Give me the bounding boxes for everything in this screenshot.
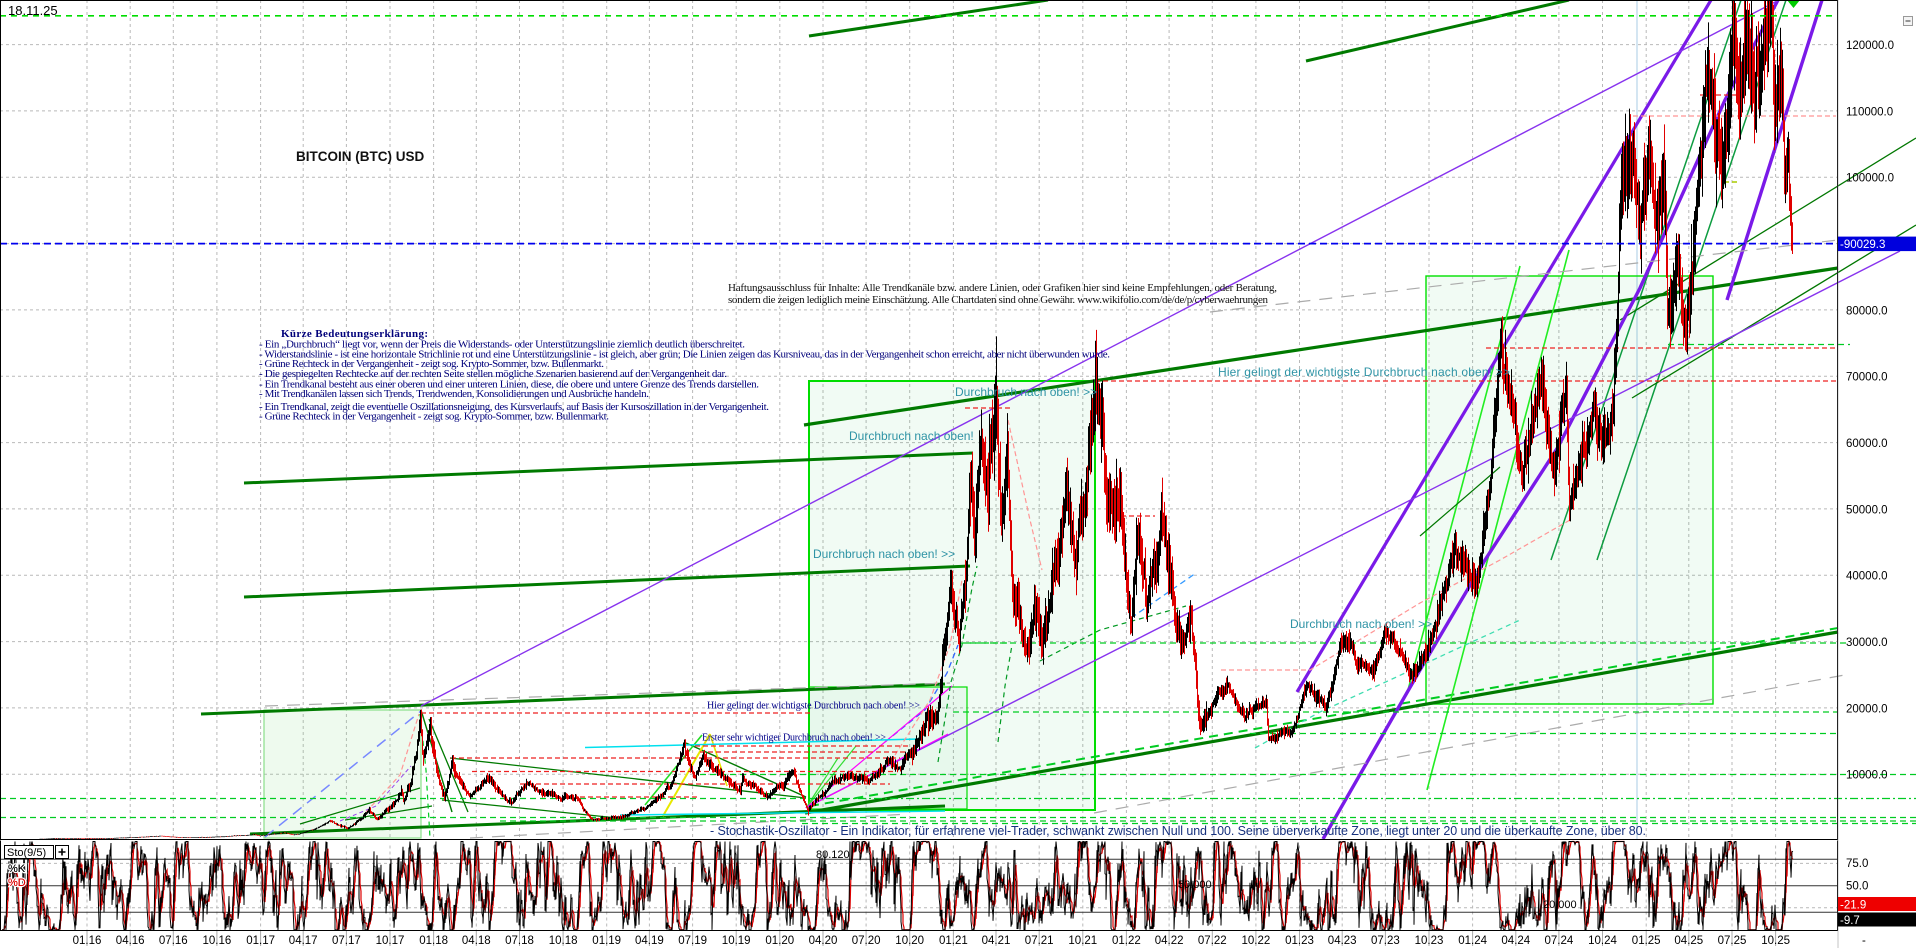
svg-text:- Ein Trendkanal besteht aus e: - Ein Trendkanal besteht aus einer obere…	[259, 378, 759, 390]
svg-text:10000.0: 10000.0	[1846, 770, 1888, 782]
svg-text:- Ein „Durchbruch“ liegt vor,: - Ein „Durchbruch“ liegt vor, wenn der P…	[259, 339, 745, 351]
svg-text:10.19: 10.19	[722, 935, 751, 947]
svg-text:07.22: 07.22	[1198, 935, 1227, 947]
svg-text:%D: %D	[8, 877, 26, 889]
svg-text:18.11.25: 18.11.25	[8, 3, 58, 18]
svg-text:07.20: 07.20	[852, 935, 881, 947]
svg-text:04.22: 04.22	[1155, 935, 1184, 947]
svg-text:75.0: 75.0	[1846, 858, 1868, 870]
svg-text:04.20: 04.20	[809, 935, 838, 947]
svg-text:20000.0: 20000.0	[1846, 703, 1888, 715]
svg-text:07.23: 07.23	[1371, 935, 1400, 947]
svg-text:01.19: 01.19	[592, 935, 621, 947]
svg-text:Hier gelingt der wichtigste Du: Hier gelingt der wichtigste Durchbruch n…	[707, 701, 920, 712]
svg-text:04.21: 04.21	[982, 935, 1011, 947]
svg-text:01.18: 01.18	[419, 935, 448, 947]
svg-text:-90029.3: -90029.3	[1840, 239, 1885, 251]
svg-text:10.16: 10.16	[203, 935, 232, 947]
svg-text:Sto(9/5): Sto(9/5)	[7, 847, 46, 859]
svg-text:- Grüne Rechteck in der Vergan: - Grüne Rechteck in der Vergangenheit - …	[259, 358, 604, 370]
svg-text:01.23: 01.23	[1285, 935, 1314, 947]
svg-text:50.0: 50.0	[1846, 881, 1868, 893]
svg-text:10.23: 10.23	[1415, 935, 1444, 947]
svg-text:07.17: 07.17	[332, 935, 361, 947]
svg-text:01.22: 01.22	[1112, 935, 1141, 947]
svg-text:20.000: 20.000	[1543, 899, 1577, 911]
svg-text:Durchbruch nach oben! >>: Durchbruch nach oben! >>	[1290, 617, 1432, 631]
svg-text:70000.0: 70000.0	[1846, 372, 1888, 384]
svg-text:- Widerstandslinie - ist eine: - Widerstandslinie - ist eine horizontal…	[259, 349, 1110, 361]
svg-text:10.20: 10.20	[895, 935, 924, 947]
svg-text:Durchbruch nach oben!: Durchbruch nach oben!	[849, 429, 974, 443]
svg-text:Kürze Bedeutungserklärung:: Kürze Bedeutungserklärung:	[281, 328, 428, 340]
svg-text:Durchbruch nach oben! >>: Durchbruch nach oben! >>	[955, 385, 1097, 399]
svg-text:- Die gespiegelten Rechtecke a: - Die gespiegelten Rechtecke auf der rec…	[259, 368, 727, 380]
svg-text:01.24: 01.24	[1458, 935, 1487, 947]
svg-text:07.19: 07.19	[678, 935, 707, 947]
svg-text:- Grüne Rechteck in der Vergan: - Grüne Rechteck in der Vergangenheit - …	[259, 411, 609, 423]
svg-text:- Ein Trendkanal, zeigt die ev: - Ein Trendkanal, zeigt die eventuelle O…	[259, 401, 769, 413]
svg-text:50000.0: 50000.0	[1846, 504, 1888, 516]
svg-text:Erster sehr wichtiger Durchbru: Erster sehr wichtiger Durchbruch nach ob…	[702, 733, 886, 744]
svg-text:10.24: 10.24	[1588, 935, 1617, 947]
svg-text:120000.0: 120000.0	[1846, 40, 1894, 52]
svg-text:07.16: 07.16	[159, 935, 188, 947]
svg-text:40000.0: 40000.0	[1846, 571, 1888, 583]
svg-text:- Mit Trendkanälen lassen sich: - Mit Trendkanälen lassen sich Trends, T…	[259, 388, 649, 400]
svg-text:10.18: 10.18	[549, 935, 578, 947]
svg-text:04.18: 04.18	[462, 935, 491, 947]
svg-text:30000.0: 30000.0	[1846, 637, 1888, 649]
svg-text:01.17: 01.17	[246, 935, 275, 947]
svg-text:07.21: 07.21	[1025, 935, 1054, 947]
svg-text:%K: %K	[8, 863, 26, 875]
svg-text:07.25: 07.25	[1718, 935, 1747, 947]
svg-text:80000.0: 80000.0	[1846, 305, 1888, 317]
svg-text:sondern die zeigen lediglich m: sondern die zeigen lediglich meine Einsc…	[728, 294, 1269, 306]
svg-text:01.21: 01.21	[939, 935, 968, 947]
svg-text:04.16: 04.16	[116, 935, 145, 947]
svg-text:07.24: 07.24	[1545, 935, 1574, 947]
svg-text:Hier gelingt der wichtigste Du: Hier gelingt der wichtigste Durchbruch n…	[1218, 365, 1510, 379]
svg-text:-9.7: -9.7	[1840, 915, 1860, 927]
svg-text:10.21: 10.21	[1068, 935, 1097, 947]
svg-text:07.18: 07.18	[505, 935, 534, 947]
svg-text:110000.0: 110000.0	[1846, 106, 1893, 118]
svg-text:100000.0: 100000.0	[1846, 173, 1894, 185]
svg-text:-: -	[1862, 935, 1866, 947]
svg-text:04.24: 04.24	[1501, 935, 1530, 947]
svg-text:%D: %D	[8, 877, 26, 889]
svg-text:01.16: 01.16	[73, 935, 102, 947]
svg-text:01.25: 01.25	[1632, 935, 1661, 947]
svg-text:01.20: 01.20	[765, 935, 794, 947]
svg-text:04.25: 04.25	[1674, 935, 1703, 947]
svg-text:Durchbruch nach oben! >>: Durchbruch nach oben! >>	[813, 547, 955, 561]
svg-text:Haftungsausschluss für Inhalte: Haftungsausschluss für Inhalte: Alle Tre…	[728, 282, 1277, 294]
svg-text:50.000: 50.000	[1178, 879, 1212, 891]
svg-text:80.120: 80.120	[816, 849, 850, 861]
svg-text:-21.9: -21.9	[1840, 900, 1866, 912]
svg-text:04.19: 04.19	[635, 935, 664, 947]
svg-text:04.23: 04.23	[1328, 935, 1357, 947]
svg-text:%K: %K	[8, 863, 26, 875]
svg-text:10.22: 10.22	[1242, 935, 1271, 947]
svg-text:60000.0: 60000.0	[1846, 438, 1888, 450]
svg-text:10.25: 10.25	[1761, 935, 1790, 947]
svg-text:- Stochastik-Oszillator - Ein: - Stochastik-Oszillator - Ein Indikator,…	[710, 824, 1646, 838]
svg-text:04.17: 04.17	[289, 935, 318, 947]
svg-text:10.17: 10.17	[376, 935, 405, 947]
svg-text:BITCOIN (BTC) USD: BITCOIN (BTC) USD	[296, 149, 424, 164]
